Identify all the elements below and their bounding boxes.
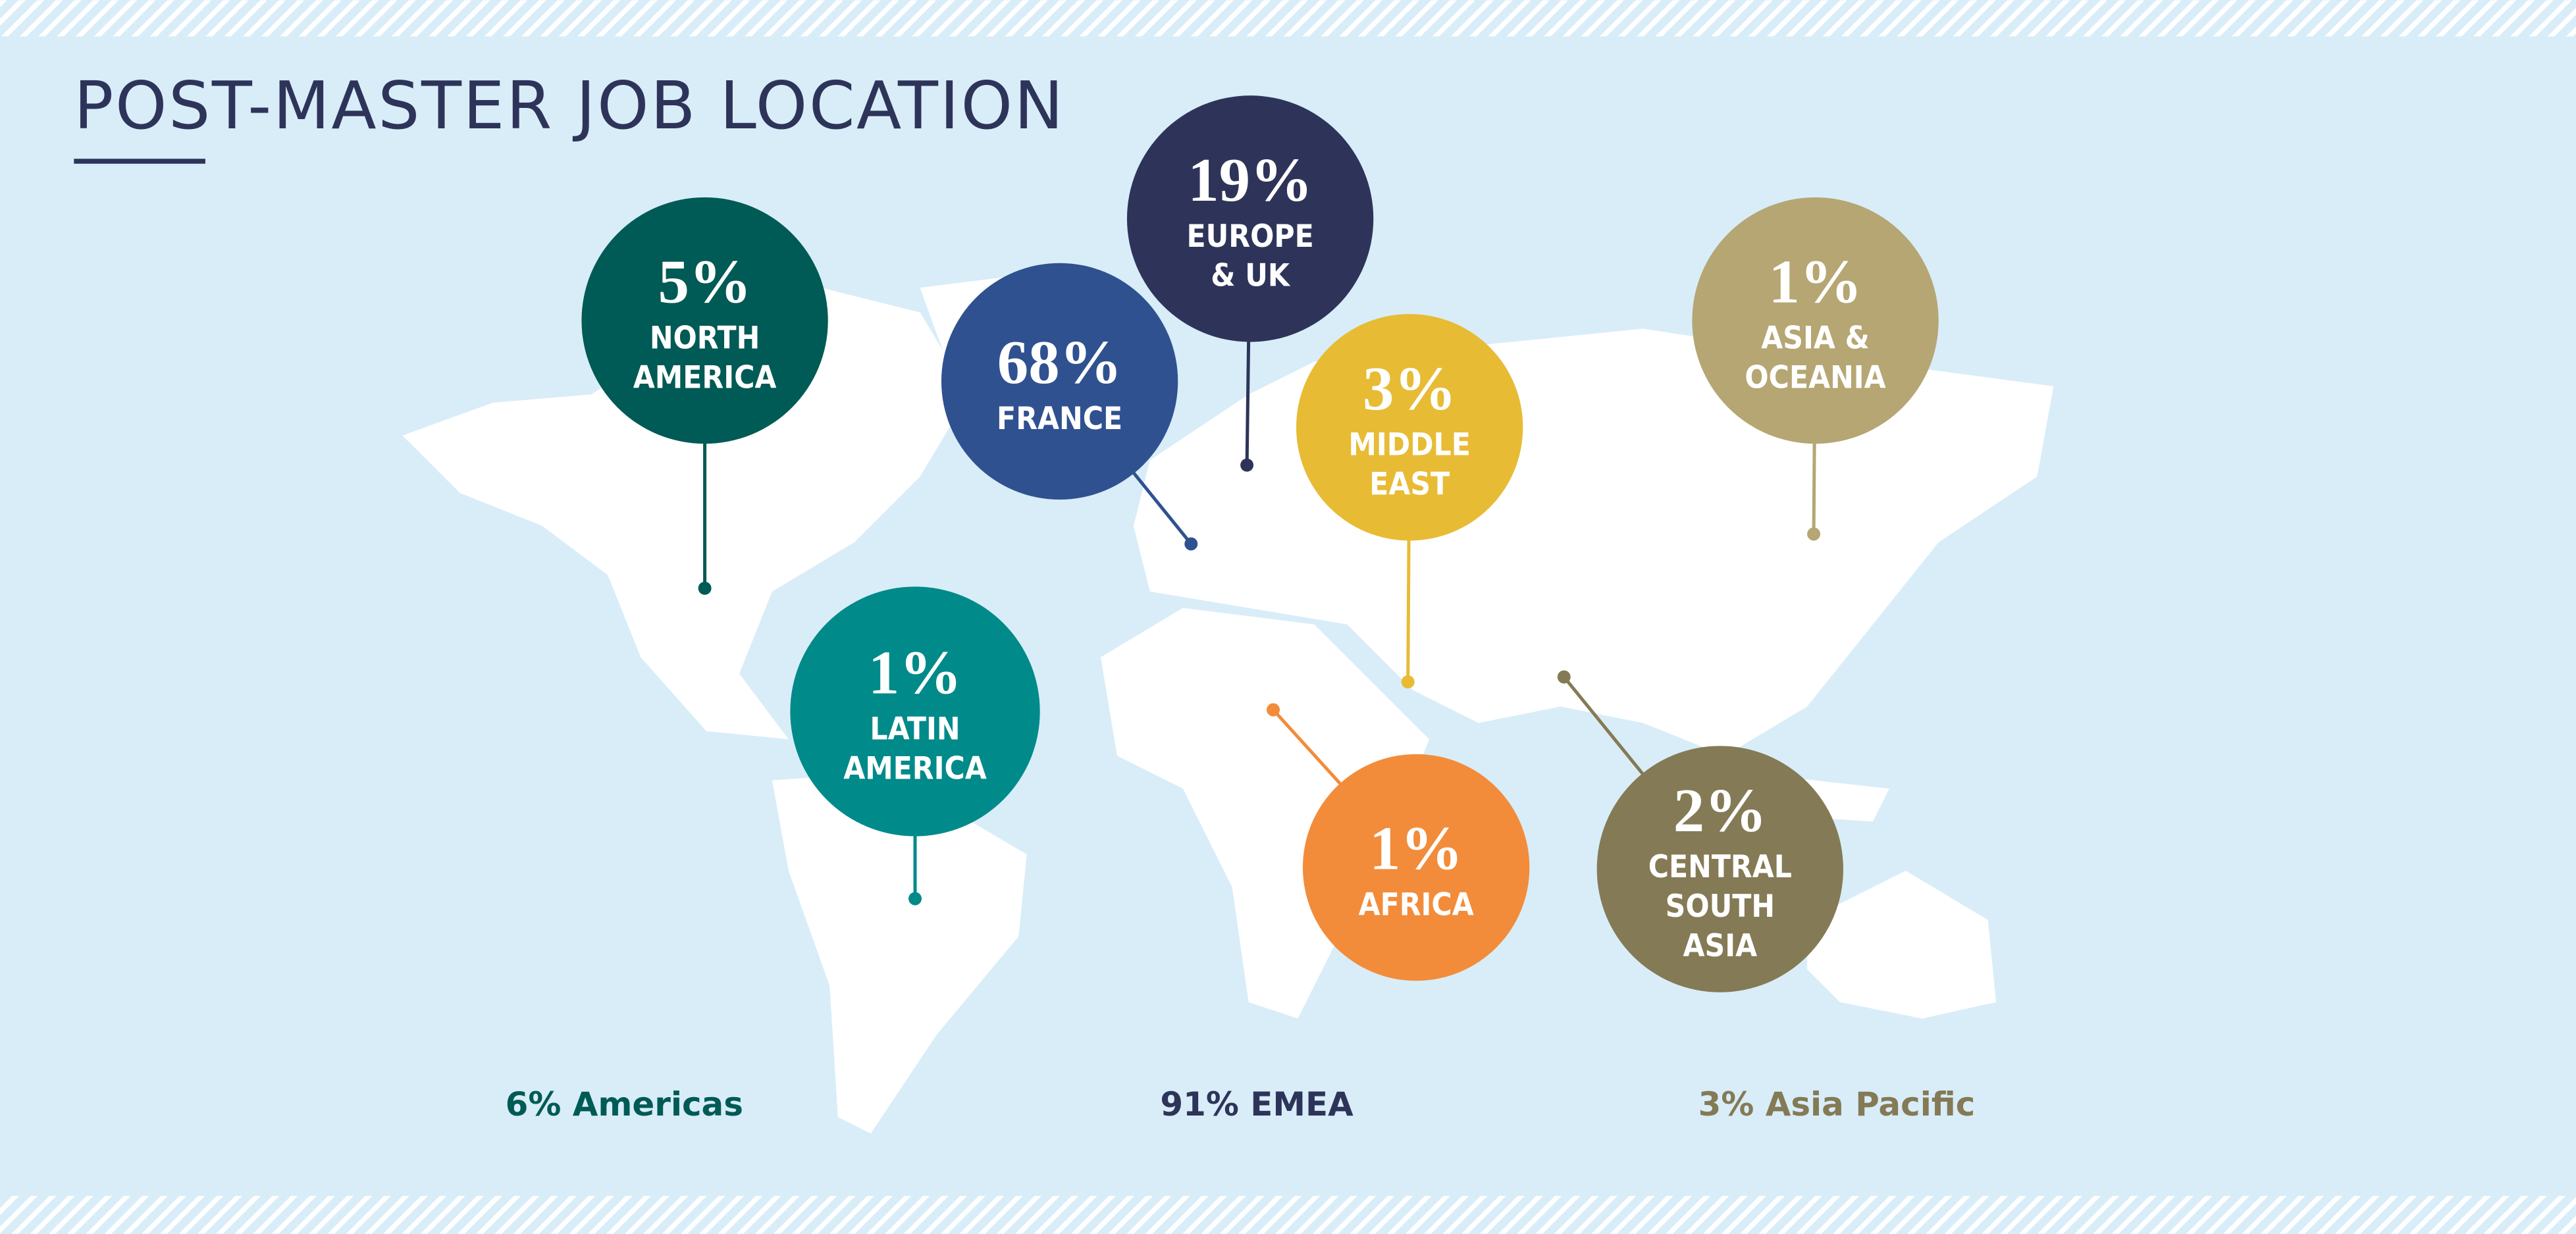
pin-dot — [1267, 703, 1280, 717]
title: POST-MASTER JOB LOCATION — [74, 67, 1065, 144]
region-percent: 19% — [1188, 145, 1313, 215]
region-label: AMERICA — [633, 359, 777, 396]
summary-asia-pacific: 3% Asia Pacific — [1698, 1085, 1976, 1123]
region-percent: 2% — [1673, 775, 1767, 845]
pin-dot — [1807, 527, 1821, 541]
region-percent: 1% — [868, 638, 962, 707]
bubble — [581, 197, 828, 444]
region-label: FRANCE — [997, 401, 1122, 437]
region-label: MIDDLE — [1348, 427, 1470, 463]
bubble — [1692, 197, 1939, 444]
region-label: & UK — [1211, 258, 1291, 294]
region-label: NORTH — [650, 320, 760, 356]
region-percent: 1% — [1768, 247, 1862, 317]
bubble — [1302, 754, 1530, 981]
region-label: ASIA & — [1761, 320, 1870, 356]
bubble — [1126, 95, 1374, 342]
region-bubble: 3% MIDDLE EAST — [1296, 314, 1523, 689]
region-label: LATIN — [870, 711, 960, 747]
region-label: EUROPE — [1186, 219, 1313, 255]
bubble — [1296, 314, 1523, 541]
bubble — [1596, 746, 1843, 992]
pin-dot — [1184, 537, 1198, 551]
region-bubble: 68% FRANCE — [941, 263, 1198, 551]
region-label: OCEANIA — [1745, 359, 1885, 396]
region-label: EAST — [1369, 467, 1450, 503]
summary-americas: 6% Americas — [506, 1085, 743, 1123]
pin-dot — [1240, 458, 1254, 472]
region-label: ASIA — [1683, 928, 1758, 964]
bubble — [941, 263, 1178, 500]
region-label: AMERICA — [843, 750, 987, 786]
region-percent: 3% — [1363, 353, 1456, 423]
pin-dot — [1557, 670, 1571, 684]
top-band — [0, 0, 2576, 37]
region-percent: 5% — [658, 247, 751, 317]
bubble — [790, 586, 1040, 836]
bottom-band — [0, 1196, 2576, 1234]
region-percent: 1% — [1369, 813, 1463, 883]
region-label: SOUTH — [1666, 888, 1775, 925]
region-label: CENTRAL — [1648, 849, 1792, 885]
pin-dot — [698, 581, 712, 595]
pin-dot — [908, 892, 922, 906]
summary-emea: 91% EMEA — [1160, 1085, 1354, 1123]
region-bubble: 1%ASIA &OCEANIA — [1692, 197, 1939, 541]
pin-dot — [1401, 675, 1415, 689]
region-bubble: 19% EUROPE& UK — [1126, 95, 1374, 472]
region-bubble: 1% AFRICA — [1267, 703, 1530, 981]
region-label: AFRICA — [1359, 887, 1474, 923]
region-percent: 68% — [997, 327, 1122, 397]
